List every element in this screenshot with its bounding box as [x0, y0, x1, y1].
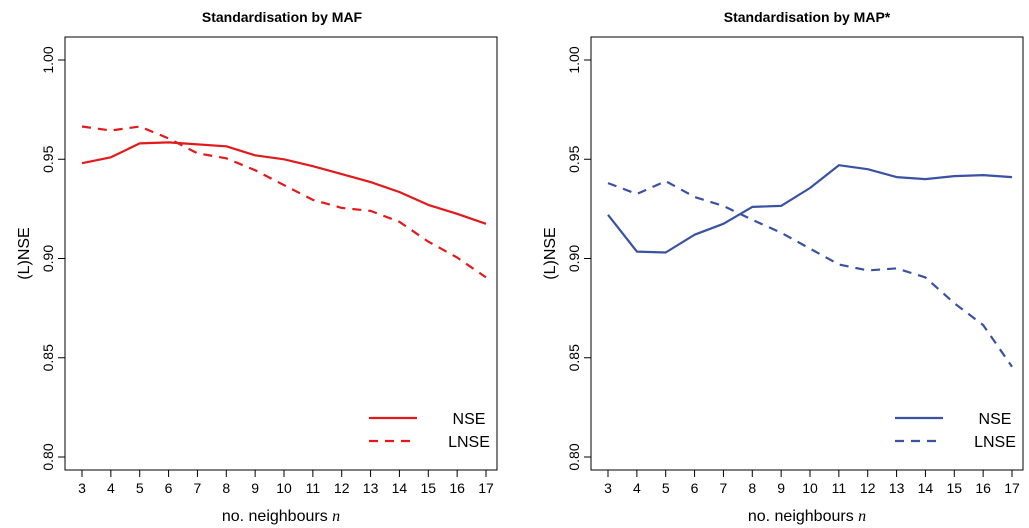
y-axis-label: (L)NSE	[542, 227, 559, 279]
series-line-lnse	[607, 180, 1013, 368]
x-tick-label: 10	[802, 480, 818, 496]
y-tick-label: 1.00	[566, 46, 582, 73]
x-tick-label: 3	[78, 480, 86, 496]
plot-frame	[64, 36, 498, 471]
x-tick-label: 4	[633, 480, 641, 496]
y-tick-label: 1.00	[40, 46, 56, 73]
y-tick-label: 0.80	[40, 443, 56, 470]
y-tick-label: 0.85	[40, 344, 56, 371]
series-line-nse	[81, 141, 487, 225]
legend-label-nse: NSE	[453, 411, 486, 428]
x-tick-label: 16	[975, 480, 991, 496]
x-tick-label: 11	[306, 480, 321, 496]
y-tick-label: 0.90	[40, 245, 56, 272]
series-line-nse	[607, 164, 1013, 254]
chart-title: Standardisation by MAP*	[724, 9, 891, 25]
x-tick-label: 12	[334, 480, 350, 496]
x-tick-label: 9	[777, 480, 785, 496]
x-tick-label: 6	[691, 480, 699, 496]
x-tick-label: 8	[748, 480, 756, 496]
x-tick-label: 4	[107, 480, 115, 496]
x-tick-label: 5	[662, 480, 670, 496]
x-axis-label: no. neighbours n	[222, 508, 340, 525]
x-tick-label: 15	[420, 480, 436, 496]
x-tick-label: 14	[918, 480, 934, 496]
y-tick-label: 0.80	[566, 443, 582, 470]
y-tick-label: 0.95	[40, 145, 56, 172]
x-tick-label: 8	[222, 480, 230, 496]
x-tick-label: 16	[449, 480, 465, 496]
x-tick-label: 17	[1004, 480, 1020, 496]
x-tick-label: 9	[251, 480, 259, 496]
chart-panel-1: Standardisation by MAF 0.80 0.85 0.90 0.95 1.…	[16, 9, 498, 525]
x-tick-label: 14	[392, 480, 408, 496]
x-axis-label: no. neighbours n	[748, 508, 866, 525]
x-tick-label: 10	[276, 480, 292, 496]
plot-frame	[590, 36, 1024, 471]
x-tick-label: 15	[946, 480, 962, 496]
y-tick-label: 0.95	[566, 145, 582, 172]
x-tick-label: 17	[478, 480, 494, 496]
x-tick-label: 5	[136, 480, 144, 496]
legend-label-lnse: LNSE	[974, 434, 1016, 451]
legend-label-lnse: LNSE	[448, 434, 490, 451]
y-axis-label: (L)NSE	[16, 227, 33, 279]
x-tick-label: 6	[165, 480, 173, 496]
x-tick-label: 13	[363, 480, 379, 496]
y-tick-label: 0.90	[566, 245, 582, 272]
x-tick-label: 3	[604, 480, 612, 496]
x-tick-label: 7	[720, 480, 728, 496]
x-tick-label: 12	[860, 480, 876, 496]
x-tick-label: 13	[889, 480, 905, 496]
x-tick-label: 11	[832, 480, 847, 496]
chart-title: Standardisation by MAF	[202, 9, 363, 25]
legend-label-nse: NSE	[979, 411, 1012, 428]
y-tick-label: 0.85	[566, 344, 582, 371]
chart-panel-2: Standardisation by MAP* 0.80 0.85 0.90 0.95 1…	[542, 9, 1024, 525]
x-tick-label: 7	[194, 480, 202, 496]
series-line-lnse	[81, 125, 487, 279]
